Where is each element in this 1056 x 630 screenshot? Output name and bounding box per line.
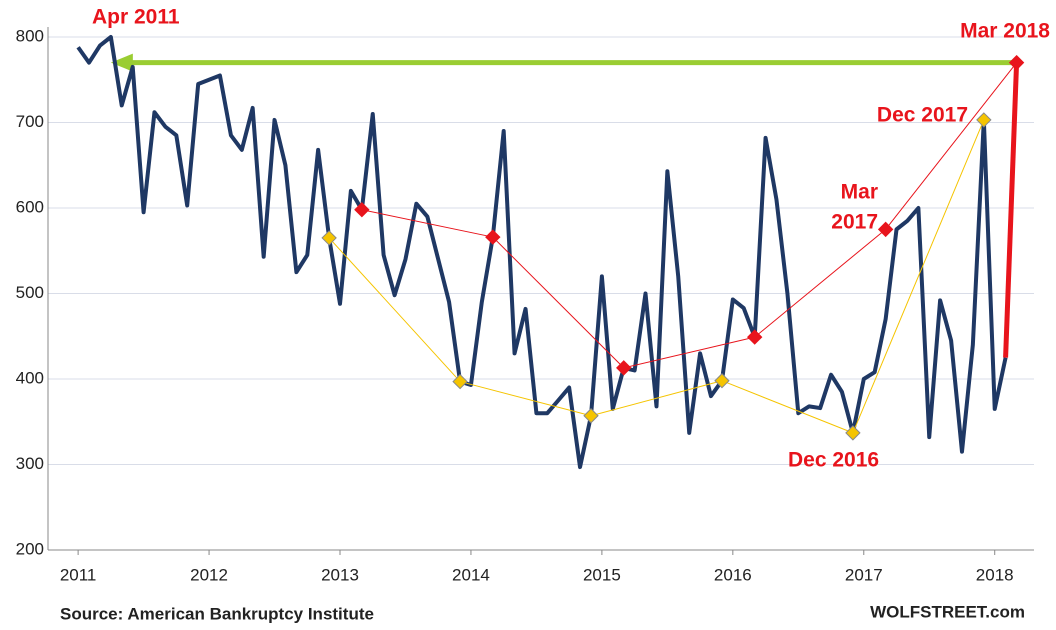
- grid: 200 300 400 500 600 700 800 2011 2012 2013 2014 201…: [16, 26, 1034, 584]
- x-tick-label: 2018: [976, 565, 1014, 584]
- annotation: Mar 2018: [960, 20, 1050, 43]
- source: Source: American Bankruptcy Institute: [60, 604, 374, 623]
- y-tick-label: 600: [16, 197, 44, 216]
- series-line: [328, 119, 985, 434]
- marker: [746, 329, 763, 345]
- marker: [845, 425, 861, 441]
- y-tick-label: 800: [16, 26, 44, 45]
- annotation: 2017: [831, 211, 878, 234]
- y-tick-label: 700: [16, 112, 44, 131]
- marker: [354, 202, 370, 218]
- x-tick-label: 2015: [583, 565, 621, 584]
- x-tick-label: 2014: [452, 565, 490, 584]
- marker: [877, 221, 894, 238]
- marker: [1008, 54, 1025, 71]
- y-tick-label: 500: [16, 283, 44, 302]
- marker: [485, 229, 501, 245]
- marker: [583, 408, 599, 424]
- marker: [616, 360, 632, 376]
- jump-line: [1003, 62, 1020, 358]
- annotation: Dec 2017: [877, 104, 968, 127]
- x-tick-label: 2012: [190, 565, 228, 584]
- marker: [321, 230, 337, 246]
- x-tick-label: 2013: [321, 565, 359, 584]
- series-line: [361, 62, 1017, 369]
- marks: [76, 35, 1025, 470]
- arrow-head: [110, 53, 133, 72]
- y-tick-label: 400: [16, 368, 44, 387]
- marker: [452, 373, 468, 390]
- y-tick-label: 300: [16, 454, 44, 473]
- marker: [976, 112, 992, 128]
- y-tick-label: 200: [16, 539, 44, 558]
- annotation: Mar: [841, 181, 878, 204]
- series-line: [76, 35, 1008, 470]
- x-tick-label: 2017: [845, 565, 883, 584]
- x-tick-label: 2011: [60, 565, 97, 584]
- marker: [714, 373, 730, 389]
- annotation: Dec 2016: [788, 449, 879, 472]
- credit: WOLFSTREET.com: [870, 602, 1025, 621]
- annotation: Apr 2011: [92, 6, 180, 29]
- x-tick-label: 2016: [714, 565, 752, 584]
